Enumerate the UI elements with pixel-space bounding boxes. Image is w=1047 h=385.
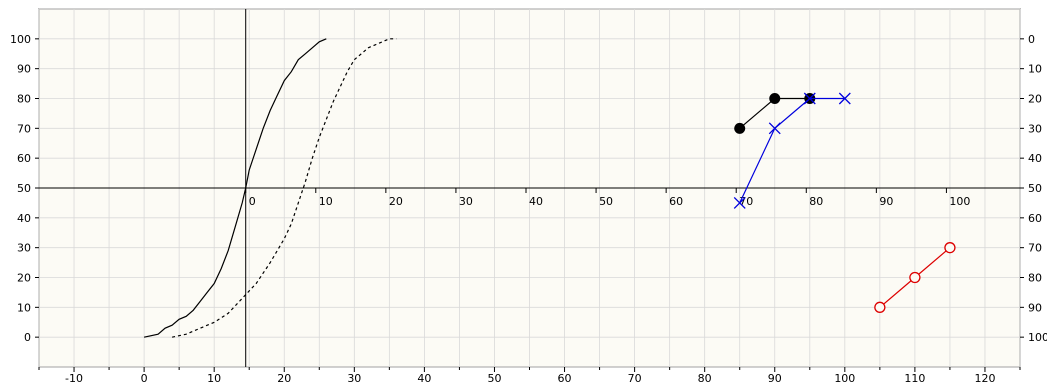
inner-x-tick-label: 20 — [389, 195, 403, 208]
inner-x-tick-label: 50 — [599, 195, 613, 208]
y2-tick-label: 90 — [1028, 301, 1042, 314]
data-point — [803, 92, 816, 105]
y-tick-label: 80 — [17, 93, 31, 106]
x-tick-label: 120 — [974, 372, 995, 385]
x-tick-label: 110 — [904, 372, 925, 385]
inner-x-tick-label: 70 — [739, 195, 753, 208]
y-tick-label: 10 — [17, 301, 31, 314]
inner-x-tick-label: 60 — [669, 195, 683, 208]
y2-tick-label: 0 — [1028, 33, 1035, 46]
data-point — [909, 271, 921, 284]
y2-tick-label: 20 — [1028, 93, 1042, 106]
x-tick-label: 30 — [347, 372, 361, 385]
data-point — [768, 122, 781, 135]
y-tick-label: 20 — [17, 272, 31, 285]
x-tick-label: 10 — [207, 372, 221, 385]
y-tick-label: 50 — [17, 182, 31, 195]
inner-x-tick-label: 90 — [879, 195, 893, 208]
y-tick-label: 90 — [17, 63, 31, 76]
y2-tick-label: 60 — [1028, 212, 1042, 225]
inner-x-tick-label: 40 — [529, 195, 543, 208]
x-tick-label: 40 — [417, 372, 431, 385]
y-tick-label: 0 — [24, 331, 31, 344]
inner-x-tick-label: 0 — [249, 195, 256, 208]
y-tick-label: 60 — [17, 152, 31, 165]
y-tick-label: 70 — [17, 122, 31, 135]
data-point — [944, 242, 956, 254]
x-tick-label: 80 — [698, 372, 712, 385]
x-tick-label: 70 — [628, 372, 642, 385]
x-tick-label: -10 — [65, 372, 83, 385]
x-tick-label: 60 — [558, 372, 572, 385]
data-point — [838, 92, 851, 105]
data-point — [734, 122, 746, 134]
y2-tick-label: 50 — [1028, 182, 1042, 195]
inner-x-tick-label: 10 — [319, 195, 333, 208]
series-line — [739, 97, 845, 204]
y-tick-label: 30 — [17, 242, 31, 255]
x-tick-label: 20 — [277, 372, 291, 385]
series-line — [171, 38, 397, 338]
y2-tick-label: 80 — [1028, 272, 1042, 285]
data-point — [769, 93, 781, 104]
y2-tick-label: 40 — [1028, 152, 1042, 165]
inner-x-tick-label: 30 — [459, 195, 473, 208]
y-tick-label: 40 — [17, 212, 31, 225]
data-point — [733, 196, 746, 209]
y2-tick-label: 100 — [1028, 331, 1047, 344]
inner-x-tick-label: 100 — [949, 195, 970, 208]
inner-x-tick-label: 80 — [809, 195, 823, 208]
x-tick-label: 50 — [487, 372, 501, 385]
x-tick-label: 0 — [141, 372, 148, 385]
data-point — [874, 301, 886, 313]
series-line — [143, 38, 327, 338]
series-layer — [143, 38, 956, 338]
y2-tick-label: 70 — [1028, 242, 1042, 255]
y2-tick-label: 30 — [1028, 122, 1042, 135]
x-tick-label: 100 — [834, 372, 855, 385]
y2-tick-label: 10 — [1028, 63, 1042, 76]
y-tick-label: 100 — [10, 33, 31, 46]
axes: -10 0 10 20 30 40 50 60 70 80 90 100 110 120010203040… — [10, 9, 1047, 385]
x-tick-label: 90 — [768, 372, 782, 385]
